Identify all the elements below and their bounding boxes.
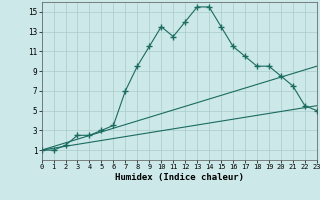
X-axis label: Humidex (Indice chaleur): Humidex (Indice chaleur) <box>115 173 244 182</box>
